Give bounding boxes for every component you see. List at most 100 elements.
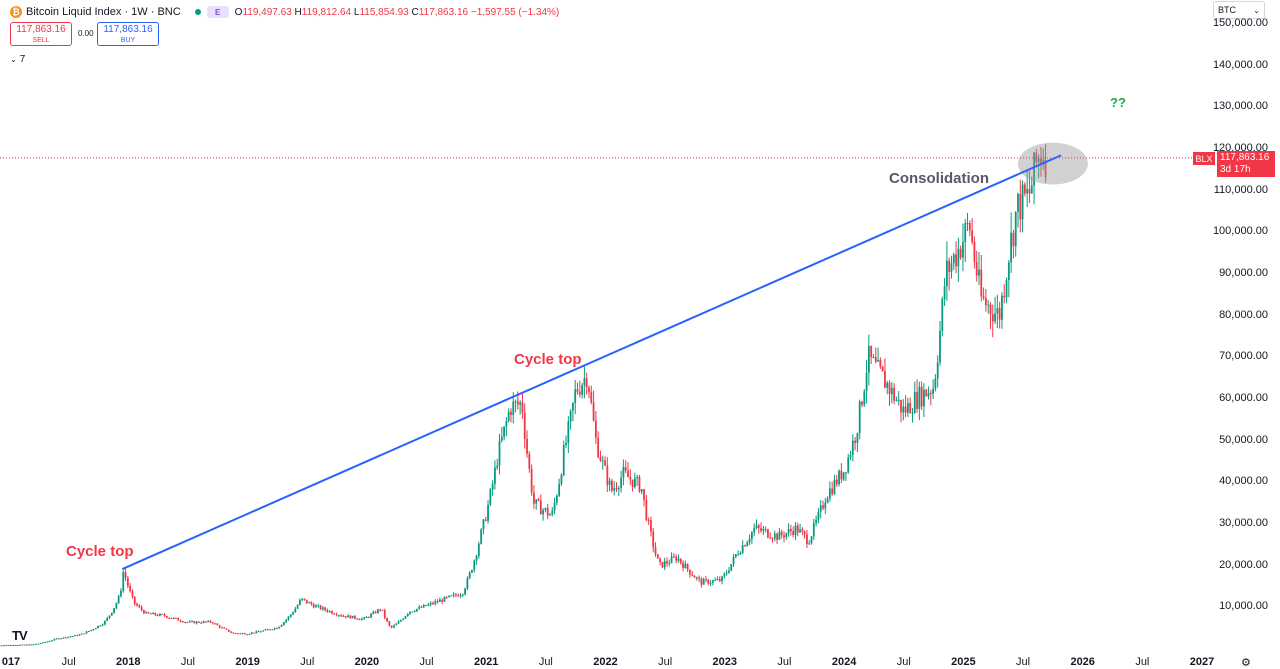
candle-body[interactable] xyxy=(237,633,239,635)
candle-body[interactable] xyxy=(1005,280,1008,298)
candle-body[interactable] xyxy=(831,488,834,494)
candle-body[interactable] xyxy=(420,606,423,608)
candle-body[interactable] xyxy=(23,644,26,646)
candle-body[interactable] xyxy=(335,614,338,616)
candle-body[interactable] xyxy=(487,504,489,521)
candle-body[interactable] xyxy=(682,562,684,569)
candle-body[interactable] xyxy=(461,594,464,596)
candle-body[interactable] xyxy=(530,468,533,493)
candle-body[interactable] xyxy=(136,603,138,606)
candle-body[interactable] xyxy=(737,554,740,556)
candle-body[interactable] xyxy=(982,296,985,299)
candle-body[interactable] xyxy=(342,615,345,617)
candle-body[interactable] xyxy=(592,402,595,421)
candle-body[interactable] xyxy=(776,533,779,540)
candle-body[interactable] xyxy=(638,476,641,492)
candle-body[interactable] xyxy=(989,304,992,315)
candle-body[interactable] xyxy=(113,608,115,613)
candle-body[interactable] xyxy=(193,621,196,624)
candle-body[interactable] xyxy=(60,638,63,640)
candle-body[interactable] xyxy=(452,594,455,596)
candle-body[interactable] xyxy=(372,611,375,614)
candle-body[interactable] xyxy=(216,623,219,626)
candle-body[interactable] xyxy=(299,600,301,606)
candle-body[interactable] xyxy=(468,572,471,579)
candle-body[interactable] xyxy=(110,612,113,616)
candle-body[interactable] xyxy=(856,433,859,443)
candle-body[interactable] xyxy=(689,569,691,575)
candle-body[interactable] xyxy=(317,605,320,607)
candle-body[interactable] xyxy=(175,617,177,619)
candle-body[interactable] xyxy=(583,378,586,386)
candle-body[interactable] xyxy=(106,617,109,621)
candle-body[interactable] xyxy=(668,562,671,564)
candle-body[interactable] xyxy=(551,510,554,515)
candle-body[interactable] xyxy=(120,590,122,597)
candle-body[interactable] xyxy=(319,605,322,610)
candle-body[interactable] xyxy=(952,254,955,264)
candle-body[interactable] xyxy=(402,618,405,621)
candle-body[interactable] xyxy=(131,591,134,597)
candle-body[interactable] xyxy=(383,610,386,618)
candle-body[interactable] xyxy=(223,627,226,629)
candle-body[interactable] xyxy=(874,357,877,362)
candle-body[interactable] xyxy=(427,604,430,606)
candle-body[interactable] xyxy=(147,612,150,614)
candle-body[interactable] xyxy=(819,505,822,512)
candle-body[interactable] xyxy=(241,633,244,635)
candle-body[interactable] xyxy=(594,420,597,438)
candle-body[interactable] xyxy=(691,574,694,576)
candle-body[interactable] xyxy=(978,269,980,276)
candle-body[interactable] xyxy=(705,579,707,581)
candle-body[interactable] xyxy=(695,577,698,579)
candle-body[interactable] xyxy=(363,617,366,619)
candle-body[interactable] xyxy=(232,632,235,634)
candle-body[interactable] xyxy=(606,465,609,485)
candle-body[interactable] xyxy=(1019,193,1022,220)
candle-body[interactable] xyxy=(379,609,382,611)
candle-body[interactable] xyxy=(445,596,448,598)
candle-body[interactable] xyxy=(280,624,283,627)
candle-body[interactable] xyxy=(51,640,54,642)
candle-body[interactable] xyxy=(854,440,857,443)
candle-body[interactable] xyxy=(381,609,384,611)
candle-body[interactable] xyxy=(542,510,544,515)
candle-body[interactable] xyxy=(260,631,262,633)
candle-body[interactable] xyxy=(225,628,228,630)
candle-body[interactable] xyxy=(140,607,143,611)
candle-body[interactable] xyxy=(117,596,120,604)
candle-body[interactable] xyxy=(1040,158,1042,165)
candle-body[interactable] xyxy=(450,595,453,597)
candle-body[interactable] xyxy=(1007,262,1010,281)
candle-body[interactable] xyxy=(441,599,444,602)
candle-body[interactable] xyxy=(629,477,632,480)
candle-body[interactable] xyxy=(647,519,650,521)
candle-body[interactable] xyxy=(457,595,460,597)
candle-body[interactable] xyxy=(1035,152,1038,163)
candle-body[interactable] xyxy=(149,613,152,615)
candle-body[interactable] xyxy=(246,634,249,636)
candle-body[interactable] xyxy=(601,460,604,462)
candle-body[interactable] xyxy=(285,619,288,623)
candle-body[interactable] xyxy=(654,547,657,555)
candle-body[interactable] xyxy=(755,525,758,528)
candle-body[interactable] xyxy=(526,438,528,454)
candle-body[interactable] xyxy=(37,643,40,645)
candle-body[interactable] xyxy=(679,558,682,563)
candle-body[interactable] xyxy=(516,401,519,405)
candle-body[interactable] xyxy=(590,392,593,403)
candle-body[interactable] xyxy=(432,602,434,604)
candle-body[interactable] xyxy=(851,440,854,456)
candle-body[interactable] xyxy=(661,562,664,568)
candle-body[interactable] xyxy=(750,532,753,540)
candle-body[interactable] xyxy=(569,410,572,422)
candle-body[interactable] xyxy=(64,637,67,639)
candle-body[interactable] xyxy=(21,644,24,646)
candle-body[interactable] xyxy=(812,523,815,537)
candle-body[interactable] xyxy=(289,614,292,617)
candle-body[interactable] xyxy=(218,625,221,628)
candle-body[interactable] xyxy=(709,582,712,584)
candle-body[interactable] xyxy=(491,483,494,490)
candle-body[interactable] xyxy=(227,629,230,632)
candle-body[interactable] xyxy=(753,527,756,533)
